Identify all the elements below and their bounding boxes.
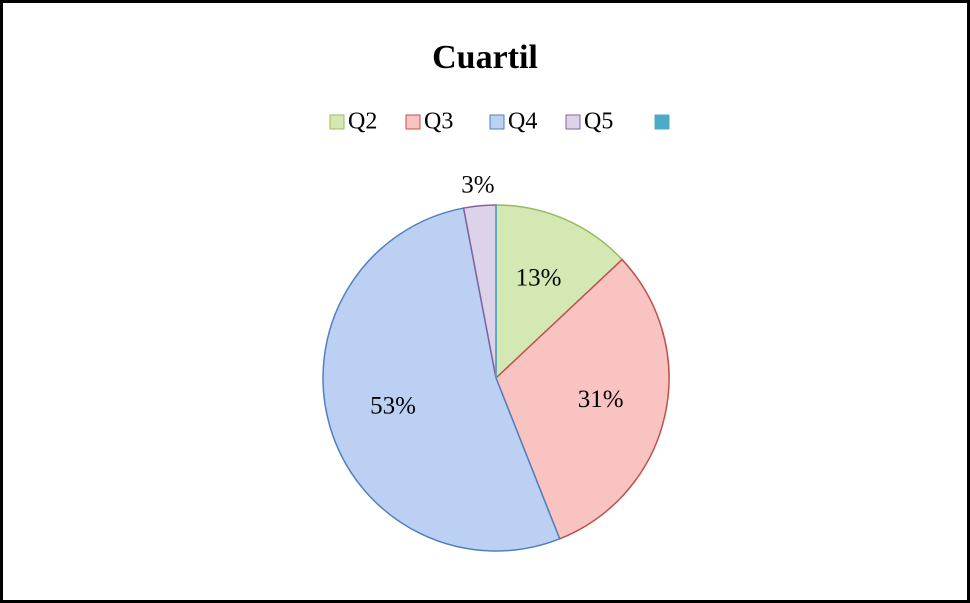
legend-swatch bbox=[565, 114, 581, 130]
legend-label: Q4 bbox=[508, 109, 537, 135]
data-label: 53% bbox=[370, 393, 416, 420]
legend-swatch bbox=[654, 114, 670, 130]
data-label: 31% bbox=[578, 386, 624, 413]
pie-slice bbox=[322, 207, 561, 552]
legend-swatch bbox=[329, 114, 345, 130]
data-label: 13% bbox=[516, 264, 562, 291]
data-label: 3% bbox=[461, 172, 494, 199]
legend-swatch bbox=[405, 114, 421, 130]
legend-swatch bbox=[489, 114, 505, 130]
pie-slice bbox=[495, 258, 670, 540]
pie-slice bbox=[495, 204, 624, 380]
legend-label: Q3 bbox=[424, 109, 453, 135]
legend-label: Q5 bbox=[584, 109, 613, 135]
legend-label: Q2 bbox=[348, 109, 377, 135]
chart-title: Cuartil bbox=[432, 39, 538, 76]
